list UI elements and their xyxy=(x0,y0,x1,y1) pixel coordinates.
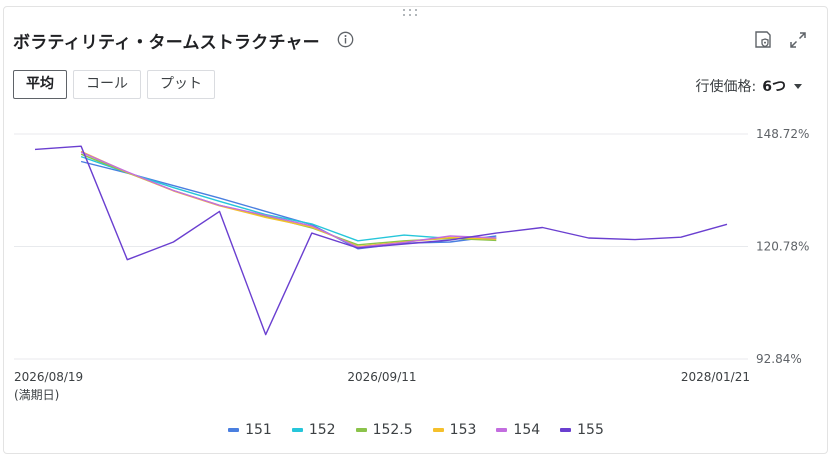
axis-labels: 148.72% 120.78% 92.84% 2026/08/19 2026/09/11… xyxy=(14,127,809,402)
series-line-155 xyxy=(34,145,728,336)
x-tick-label: 2028/01/21 xyxy=(681,370,750,384)
legend-label: 155 xyxy=(577,422,604,438)
x-tick-label: 2026/09/11 xyxy=(347,370,416,384)
tab-average[interactable]: 平均 xyxy=(13,70,67,99)
view-tabs: 平均 コール プット xyxy=(13,70,215,99)
series-line-152 xyxy=(80,155,497,242)
legend-item-152[interactable]: 152 xyxy=(291,422,336,438)
drag-handle-icon[interactable] xyxy=(398,8,422,18)
legend-label: 154 xyxy=(513,422,541,438)
series-lines xyxy=(34,145,728,336)
expand-icon[interactable] xyxy=(789,31,807,49)
info-icon[interactable] xyxy=(337,31,354,48)
series-line-152.5 xyxy=(80,153,497,246)
y-tick-label: 92.84% xyxy=(756,352,802,366)
legend-item-153[interactable]: 153 xyxy=(432,422,477,438)
legend-swatch xyxy=(291,428,303,432)
chart-legend: 151 152 152.5 153 154 155 xyxy=(0,422,832,438)
legend-item-152.5[interactable]: 152.5 xyxy=(355,422,413,438)
legend-label: 152 xyxy=(308,422,336,438)
legend-item-151[interactable]: 151 xyxy=(228,422,272,438)
legend-swatch xyxy=(432,428,444,432)
legend-label: 153 xyxy=(449,422,477,438)
legend-swatch xyxy=(560,428,572,432)
series-line-154 xyxy=(80,151,497,248)
tab-call[interactable]: コール xyxy=(73,70,141,99)
y-tick-label: 148.72% xyxy=(756,127,809,141)
series-line-151 xyxy=(80,160,497,250)
series-line-153 xyxy=(80,150,497,248)
legend-swatch xyxy=(496,428,508,432)
legend-item-154[interactable]: 154 xyxy=(496,422,540,438)
x-tick-label: 2026/08/19 xyxy=(14,370,83,384)
legend-label: 151 xyxy=(245,422,272,438)
legend-swatch xyxy=(228,428,240,432)
tab-put[interactable]: プット xyxy=(147,70,215,99)
chart-title: ボラティリティ・タームストラクチャー xyxy=(13,33,320,53)
x-axis-sublabel: (満期日) xyxy=(14,388,59,402)
y-tick-label: 120.78% xyxy=(756,240,809,254)
chevron-down-icon xyxy=(794,84,802,89)
legend-item-155[interactable]: 155 xyxy=(560,422,604,438)
legend-label: 152.5 xyxy=(372,422,413,438)
strike-count-value: 6つ xyxy=(762,79,786,95)
strike-count-dropdown[interactable]: 行使価格: 6つ xyxy=(696,76,802,96)
strike-count-label: 行使価格: xyxy=(695,79,757,95)
legend-swatch xyxy=(355,428,367,432)
settings-shield-icon[interactable] xyxy=(753,30,773,50)
